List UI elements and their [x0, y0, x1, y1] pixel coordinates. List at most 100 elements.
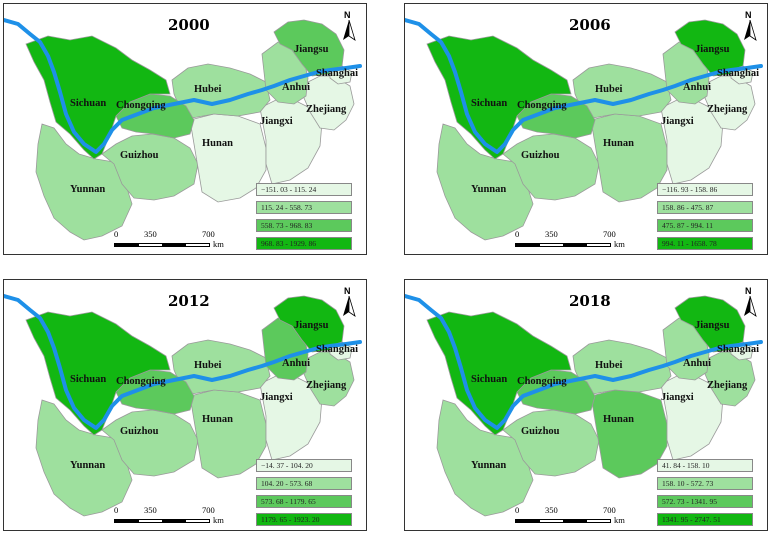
- north-arrow: N: [340, 286, 358, 318]
- label-shanghai: Shanghai: [717, 344, 760, 355]
- legend-swatch: 1179. 65 - 1923. 20: [256, 513, 352, 526]
- label-jiangxi: Jiangxi: [260, 116, 293, 127]
- label-jiangxi: Jiangxi: [260, 392, 293, 403]
- label-guizhou: Guizhou: [120, 426, 159, 437]
- map-panel-2000: 2000 N −151. 03 - 115. 24 115. 24 - 558. …: [3, 3, 367, 255]
- label-jiangsu: Jiangsu: [695, 44, 730, 55]
- yangtze-river: [4, 18, 362, 154]
- north-arrow-icon: [343, 296, 356, 317]
- scale-tick-label: 350: [144, 505, 157, 515]
- north-arrow-icon: [343, 20, 356, 41]
- north-arrow-icon: [744, 296, 757, 317]
- label-yunnan: Yunnan: [471, 460, 507, 471]
- label-hunan: Hunan: [603, 138, 634, 149]
- scale-tick-label: 0: [114, 505, 119, 515]
- year-title: 2018: [569, 292, 611, 310]
- map-canvas: [405, 294, 763, 517]
- scale-tick-label: 350: [545, 229, 558, 239]
- region-sichuan: [25, 35, 171, 160]
- legend-swatch: 41. 84 - 158. 10: [657, 459, 753, 472]
- scale-bar-graphic: [114, 243, 210, 247]
- label-shanghai: Shanghai: [316, 68, 359, 79]
- scale-ticks: 0 350 700: [515, 229, 616, 241]
- scale-ticks: 0 350 700: [114, 229, 215, 241]
- region-guizhou: [502, 409, 600, 477]
- scale-tick-label: 0: [515, 229, 520, 239]
- legend-swatch: 558. 73 - 968. 83: [256, 219, 352, 232]
- label-anhui: Anhui: [282, 82, 311, 93]
- map-canvas: [405, 18, 763, 241]
- label-anhui: Anhui: [683, 82, 712, 93]
- north-arrow: N: [741, 286, 759, 318]
- region-hunan: [189, 389, 267, 479]
- scale-tick-label: 0: [114, 229, 119, 239]
- label-jiangxi: Jiangxi: [661, 116, 694, 127]
- label-chongqing: Chongqing: [517, 100, 567, 111]
- year-title: 2012: [168, 292, 210, 310]
- scale-unit: km: [614, 239, 625, 249]
- map-panel-2006: 2006 N −116. 93 - 158. 86 158. 86 - 475. …: [404, 3, 768, 255]
- legend-swatch: 158. 10 - 572. 73: [657, 477, 753, 490]
- label-chongqing: Chongqing: [517, 376, 567, 387]
- scale-unit: km: [213, 515, 224, 525]
- label-hubei: Hubei: [595, 84, 623, 95]
- region-zhejiang: [704, 351, 756, 407]
- label-zhejiang: Zhejiang: [707, 380, 748, 391]
- label-hunan: Hunan: [202, 138, 233, 149]
- scale-tick-label: 350: [144, 229, 157, 239]
- north-arrow-label: N: [745, 286, 752, 296]
- region-yunnan: [436, 123, 534, 241]
- label-yunnan: Yunnan: [70, 184, 106, 195]
- scale-tick-label: 0: [515, 505, 520, 515]
- label-guizhou: Guizhou: [120, 150, 159, 161]
- region-hunan: [590, 389, 668, 479]
- label-zhejiang: Zhejiang: [306, 380, 347, 391]
- region-zhejiang: [303, 75, 355, 131]
- label-hubei: Hubei: [194, 84, 222, 95]
- scale-tick-label: 700: [603, 229, 616, 239]
- legend-swatch: 994. 11 - 1658. 78: [657, 237, 753, 250]
- legend-swatch: 115. 24 - 558. 73: [256, 201, 352, 214]
- label-sichuan: Sichuan: [70, 98, 107, 109]
- region-guizhou: [502, 133, 600, 201]
- map-panel-2012: 2012 N −14. 37 - 104. 20 104. 20 - 573. 6…: [3, 279, 367, 531]
- label-hubei: Hubei: [595, 360, 623, 371]
- legend-swatch: 968. 83 - 1929. 86: [256, 237, 352, 250]
- label-jiangsu: Jiangsu: [294, 320, 329, 331]
- region-zhejiang: [704, 75, 756, 131]
- label-yunnan: Yunnan: [471, 184, 507, 195]
- region-yunnan: [35, 399, 133, 517]
- label-chongqing: Chongqing: [116, 100, 166, 111]
- region-hunan: [189, 113, 267, 203]
- north-arrow-label: N: [344, 10, 351, 20]
- label-hubei: Hubei: [194, 360, 222, 371]
- label-guizhou: Guizhou: [521, 150, 560, 161]
- yangtze-river: [405, 18, 763, 154]
- legend-swatch: 573. 68 - 1179. 65: [256, 495, 352, 508]
- legend-swatch: 1341. 95 - 2747. 51: [657, 513, 753, 526]
- scale-ticks: 0 350 700: [114, 505, 215, 517]
- label-shanghai: Shanghai: [316, 344, 359, 355]
- scale-tick-label: 700: [202, 229, 215, 239]
- legend-swatch: −151. 03 - 115. 24: [256, 183, 352, 196]
- map-canvas: [4, 294, 362, 517]
- label-zhejiang: Zhejiang: [306, 104, 347, 115]
- region-sichuan: [426, 35, 572, 160]
- legend-swatch: 104. 20 - 573. 68: [256, 477, 352, 490]
- region-yunnan: [35, 123, 133, 241]
- legend-swatch: −116. 93 - 158. 86: [657, 183, 753, 196]
- north-arrow-label: N: [344, 286, 351, 296]
- label-anhui: Anhui: [683, 358, 712, 369]
- north-arrow-label: N: [745, 10, 752, 20]
- scale-bar-graphic: [515, 243, 611, 247]
- label-sichuan: Sichuan: [471, 98, 508, 109]
- scale-tick-label: 700: [603, 505, 616, 515]
- label-shanghai: Shanghai: [717, 68, 760, 79]
- label-jiangxi: Jiangxi: [661, 392, 694, 403]
- scale-unit: km: [213, 239, 224, 249]
- year-title: 2006: [569, 16, 611, 34]
- scale-unit: km: [614, 515, 625, 525]
- scale-bar-graphic: [114, 519, 210, 523]
- legend-swatch: 158. 86 - 475. 87: [657, 201, 753, 214]
- region-zhejiang: [303, 351, 355, 407]
